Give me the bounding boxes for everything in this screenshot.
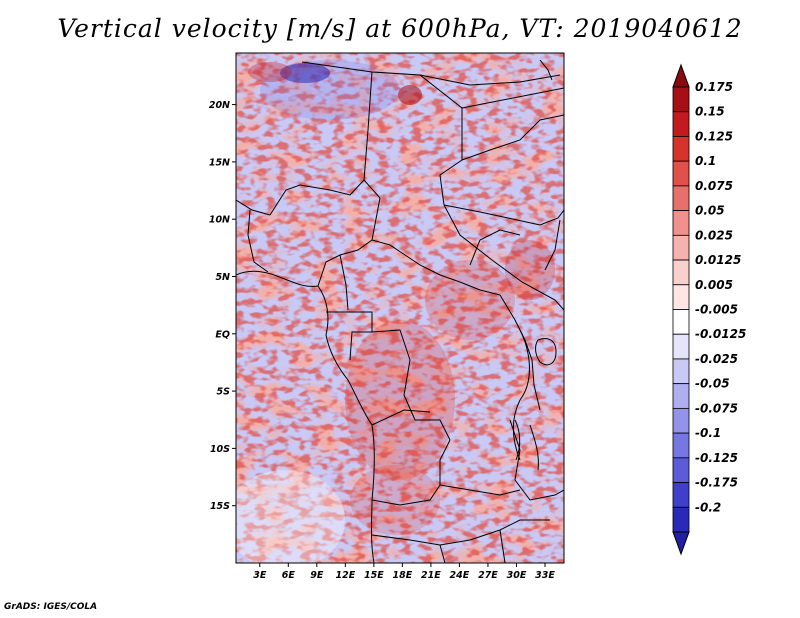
colorbar-swatch: [672, 136, 690, 162]
lon-label: 27E: [478, 570, 498, 581]
colorbar-label: 0.1: [695, 154, 716, 168]
colorbar-swatch: [672, 358, 690, 385]
longitude-axis: 3E 6E 9E 12E 15E 18E 21E 24E 27E 30E 33E: [253, 563, 555, 581]
colorbar-label: 0.05: [695, 204, 725, 218]
latitude-axis: 20N 15N 10N 5N EQ 5S 10S 15S: [209, 100, 236, 512]
colorbar-swatch: [672, 309, 690, 335]
colorbar-label: -0.2: [695, 500, 721, 514]
colorbar-label: 0.175: [695, 80, 733, 94]
lon-label: 12E: [335, 570, 355, 581]
colorbar: 0.175 0.15 0.125 0.1 0.075 0.05 0.025 0.0125 0.0…: [672, 63, 746, 556]
colorbar-swatch: [672, 482, 690, 508]
colorbar-label: -0.0125: [695, 327, 746, 341]
lon-label: 33E: [535, 570, 555, 581]
colorbar-swatch: [672, 111, 690, 137]
colorbar-bottom-arrow: [672, 531, 690, 556]
lon-label: 3E: [253, 570, 267, 581]
colorbar-swatch: [672, 185, 690, 212]
lon-label: 21E: [421, 570, 441, 581]
colorbar-label: -0.175: [695, 476, 738, 490]
lat-label: 5N: [215, 272, 230, 283]
country-borders: [236, 59, 564, 563]
lon-label: 24E: [450, 570, 470, 581]
colorbar-swatch: [672, 457, 690, 483]
colorbar-swatch: [672, 432, 690, 459]
lat-label: 15S: [210, 501, 230, 512]
colorbar-swatch: [672, 407, 690, 434]
lat-label: EQ: [215, 329, 230, 340]
lat-label: 10N: [209, 215, 230, 226]
colorbar-swatch: [672, 86, 690, 113]
velocity-field: [236, 53, 564, 563]
colorbar-label: -0.1: [695, 426, 721, 440]
lat-label: 5S: [217, 387, 231, 398]
lon-label: 9E: [310, 570, 324, 581]
colorbar-label: 0.005: [695, 278, 733, 292]
colorbar-label: -0.025: [695, 352, 738, 366]
colorbar-label: 0.15: [695, 105, 725, 119]
colorbar-label: 0.025: [695, 228, 733, 242]
map-title: Vertical velocity [m/s] at 600hPa, VT: 2…: [57, 14, 743, 43]
colorbar-swatch: [672, 234, 690, 261]
colorbar-label: 0.075: [695, 179, 733, 193]
lat-label: 20N: [209, 100, 230, 111]
plot-frame: [235, 52, 565, 564]
colorbar-swatch: [672, 160, 690, 187]
credit-label: GrADS: IGES/COLA: [4, 602, 98, 612]
colorbar-swatch: [672, 284, 690, 310]
colorbar-swatch: [672, 383, 690, 409]
colorbar-label: -0.005: [695, 303, 738, 317]
colorbar-top-arrow: [672, 63, 690, 88]
colorbar-swatch: [672, 333, 690, 360]
lon-label: 18E: [393, 570, 413, 581]
colorbar-label: 0.0125: [695, 253, 741, 267]
lat-label: 10S: [210, 444, 230, 455]
colorbar-swatch: [672, 259, 690, 286]
lat-label: 15N: [209, 157, 230, 168]
lon-label: 30E: [507, 570, 527, 581]
colorbar-label: -0.075: [695, 401, 738, 415]
colorbar-label: -0.05: [695, 377, 730, 391]
colorbar-label: -0.125: [695, 451, 738, 465]
lon-label: 6E: [282, 570, 296, 581]
colorbar-label: 0.125: [695, 129, 733, 143]
lon-label: 15E: [364, 570, 384, 581]
colorbar-swatch: [672, 506, 690, 533]
colorbar-swatch: [672, 210, 690, 236]
